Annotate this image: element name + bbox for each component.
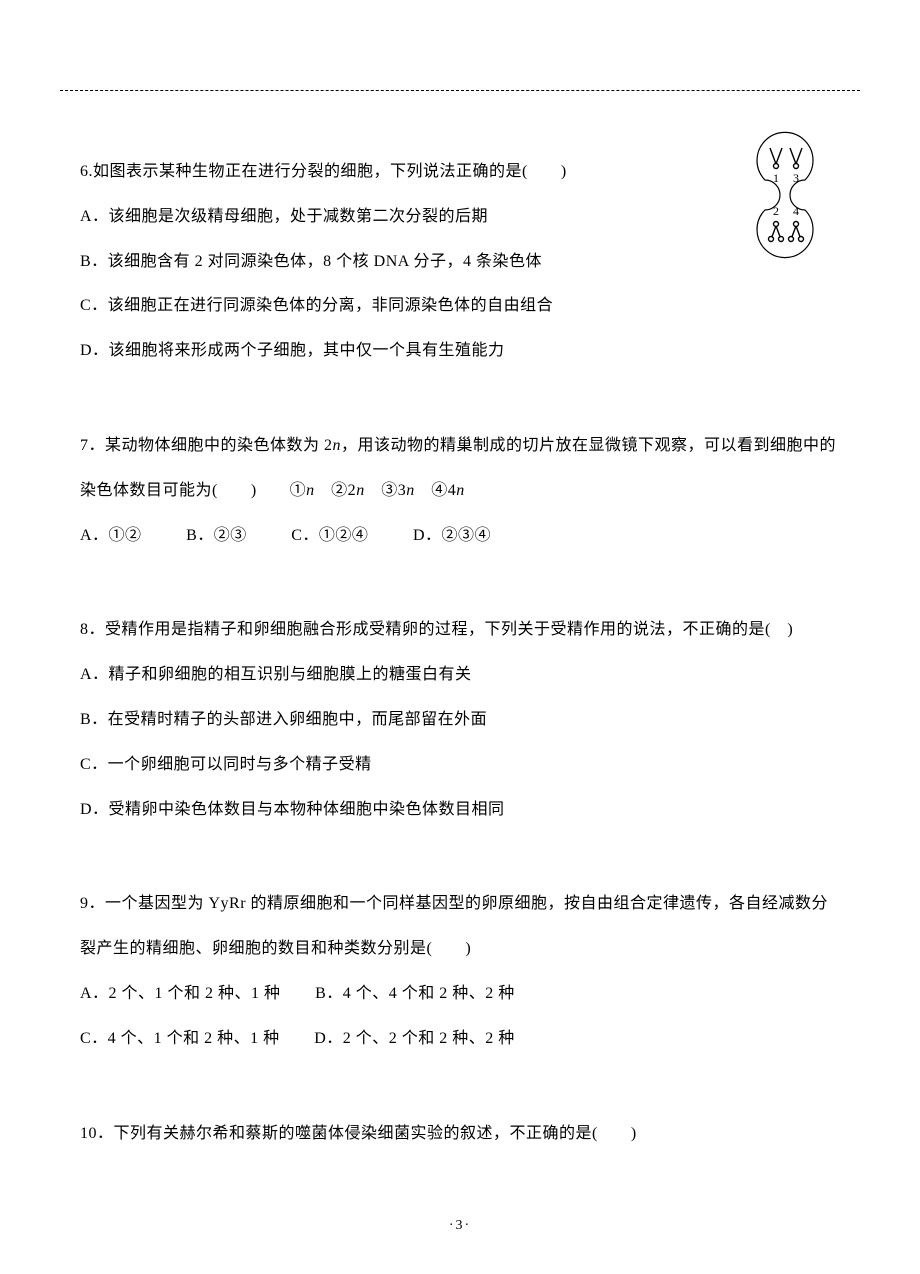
svg-text:4: 4	[793, 204, 799, 218]
svg-text:1: 1	[773, 171, 779, 185]
q7-options: A．①② B．②③ C．①②④ D．②③④	[80, 514, 840, 559]
page-number: ·3·	[0, 1218, 920, 1234]
q9-option-a: A．2 个、1 个和 2 种、1 种	[80, 985, 281, 1002]
q7-option-a: A．①②	[80, 527, 142, 544]
q9-option-c: C．4 个、1 个和 2 种、1 种	[80, 1030, 280, 1047]
svg-text:2: 2	[773, 204, 779, 218]
q9-options-row2: C．4 个、1 个和 2 种、1 种 D．2 个、2 个和 2 种、2 种	[80, 1017, 840, 1062]
question-9: 9．一个基因型为 YyRr 的精原细胞和一个同样基因型的卵原细胞，按自由组合定律…	[80, 882, 840, 1061]
question-8: 8．受精作用是指精子和卵细胞融合形成受精卵的过程，下列关于受精作用的说法，不正确…	[80, 608, 840, 832]
cell-diagram: 1 3 2	[720, 130, 850, 279]
q7-option-d: D．②③④	[413, 527, 491, 544]
q6-option-c: C．该细胞正在进行同源染色体的分离，非同源染色体的自由组合	[80, 284, 840, 329]
q7-option-c: C．①②④	[291, 527, 368, 544]
q8-stem: 8．受精作用是指精子和卵细胞融合形成受精卵的过程，下列关于受精作用的说法，不正确…	[80, 608, 840, 653]
q9-stem: 9．一个基因型为 YyRr 的精原细胞和一个同样基因型的卵原细胞，按自由组合定律…	[80, 882, 840, 972]
question-7: 7．某动物体细胞中的染色体数为 2n，用该动物的精巢制成的切片放在显微镜下观察，…	[80, 424, 840, 558]
q7-stem: 7．某动物体细胞中的染色体数为 2n，用该动物的精巢制成的切片放在显微镜下观察，…	[80, 424, 840, 514]
question-6: 6.如图表示某种生物正在进行分裂的细胞，下列说法正确的是( ) A．该细胞是次级…	[80, 150, 840, 374]
q8-option-d: D．受精卵中染色体数目与本物种体细胞中染色体数目相同	[80, 788, 840, 833]
q8-option-a: A．精子和卵细胞的相互识别与细胞膜上的糖蛋白有关	[80, 653, 840, 698]
question-10: 10．下列有关赫尔希和蔡斯的噬菌体侵染细菌实验的叙述，不正确的是( )	[80, 1112, 840, 1157]
svg-text:3: 3	[793, 171, 799, 185]
q8-option-c: C．一个卵细胞可以同时与多个精子受精	[80, 743, 840, 788]
q9-option-d: D．2 个、2 个和 2 种、2 种	[314, 1030, 515, 1047]
q9-option-b: B．4 个、4 个和 2 种、2 种	[315, 985, 515, 1002]
q9-options-row1: A．2 个、1 个和 2 种、1 种 B．4 个、4 个和 2 种、2 种	[80, 972, 840, 1017]
page-divider	[60, 90, 860, 91]
q6-option-d: D．该细胞将来形成两个子细胞，其中仅一个具有生殖能力	[80, 329, 840, 374]
q7-option-b: B．②③	[186, 527, 247, 544]
content-area: 6.如图表示某种生物正在进行分裂的细胞，下列说法正确的是( ) A．该细胞是次级…	[80, 150, 840, 1156]
q8-option-b: B．在受精时精子的头部进入卵细胞中，而尾部留在外面	[80, 698, 840, 743]
q10-stem: 10．下列有关赫尔希和蔡斯的噬菌体侵染细菌实验的叙述，不正确的是( )	[80, 1112, 840, 1157]
